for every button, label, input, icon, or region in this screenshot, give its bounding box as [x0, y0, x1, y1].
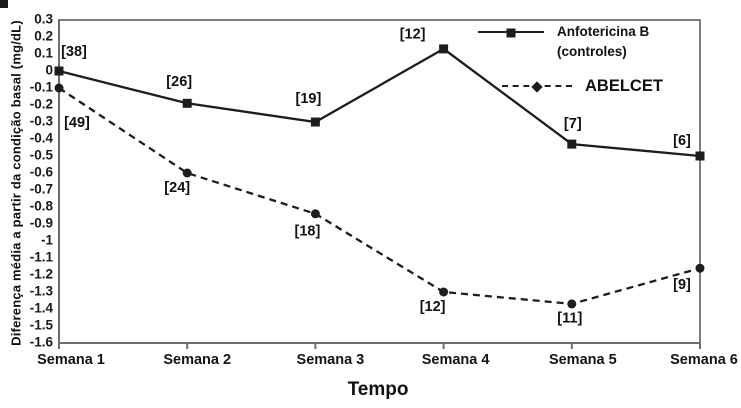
y-tick-label: -0.2 [30, 97, 53, 112]
legend-item-anfotericina: Anfotericina B (controles) [478, 22, 663, 63]
scan-artifact [0, 0, 8, 8]
legend-dashed-line-swatch [502, 81, 572, 93]
square-marker-icon [695, 151, 705, 161]
y-tick-label: -0.7 [30, 182, 53, 197]
legend-item-abelcet: ABELCET [502, 77, 663, 96]
point-count-label: [38] [61, 44, 87, 60]
point-count-label: [49] [64, 115, 90, 131]
series-line [58, 47, 701, 158]
x-tick-label: Semana 1 [37, 352, 105, 368]
legend-label-anfotericina: Anfotericina B (controles) [557, 22, 649, 63]
y-tick-label: 0.3 [34, 12, 53, 27]
circle-marker-icon [567, 299, 577, 309]
point-count-label: [24] [164, 180, 190, 196]
y-tick-label: -0.9 [30, 216, 53, 231]
point-count-label: [12] [420, 299, 446, 315]
point-count-label: [26] [166, 74, 192, 90]
point-count-label: [11] [557, 311, 582, 327]
y-tick-label: -1.2 [30, 267, 53, 282]
y-tick-label: -0.8 [30, 199, 54, 214]
y-tick-label: 0 [45, 63, 53, 78]
series-line [58, 87, 701, 306]
y-tick-labels: 0.3 0.2 0.1 0 -0.1 -0.2 -0.3 -0.4 -0.5 -0.6 -0.7 -0… [30, 12, 54, 350]
series-anfotericina: [38] [26] [19] [12] [7] [6] [54, 27, 705, 161]
point-count-label: [7] [564, 116, 582, 132]
circle-marker-icon [310, 209, 320, 219]
x-axis-title: Tempo [347, 379, 409, 400]
y-tick-label: -1 [41, 233, 53, 248]
y-tick-label: -1.4 [30, 301, 54, 316]
y-tick-label: -1.5 [30, 318, 54, 333]
y-tick-label: -0.1 [30, 80, 54, 95]
y-tick-label: -0.3 [30, 114, 54, 129]
y-tick-label: -0.4 [30, 131, 54, 146]
point-count-label: [9] [673, 277, 691, 293]
square-marker-icon [182, 98, 192, 108]
square-marker-icon [506, 28, 516, 38]
y-tick-label: -0.6 [30, 165, 54, 180]
legend-label-abelcet: ABELCET [585, 76, 663, 95]
circle-marker-icon [182, 168, 192, 178]
x-axis-ticks-labels: Semana 1 Semana 2 Semana 3 Semana 4 Semana 5… [37, 343, 738, 368]
square-marker-icon [567, 139, 577, 149]
x-tick-label: Semana 3 [297, 352, 365, 368]
point-count-label: [12] [400, 27, 426, 43]
square-marker-icon [439, 44, 449, 54]
square-marker-icon [54, 66, 64, 76]
y-tick-label: 0.1 [34, 46, 53, 61]
x-tick-label: Semana 4 [422, 352, 490, 368]
x-tick-label: Semana 6 [670, 352, 738, 368]
diamond-marker-icon [531, 81, 543, 93]
x-tick-label: Semana 5 [549, 352, 617, 368]
circle-marker-icon [695, 263, 705, 273]
square-marker-icon [310, 117, 320, 127]
series-abelcet: [49] [24] [18] [12] [11] [9] [54, 83, 705, 327]
circle-marker-icon [54, 83, 64, 93]
legend-solid-line-swatch [478, 28, 544, 38]
point-count-label: [18] [295, 224, 321, 240]
point-count-label: [6] [673, 133, 691, 149]
x-tick-label: Semana 2 [163, 352, 231, 368]
y-tick-label: -1.1 [30, 250, 54, 265]
y-tick-label: -0.5 [30, 148, 54, 163]
circle-marker-icon [439, 287, 449, 297]
y-axis-title: Diferença média a partir da condição bas… [8, 20, 24, 346]
point-count-label: [19] [296, 91, 322, 107]
legend-label-anfotericina-line2: (controles) [557, 44, 627, 60]
legend: Anfotericina B (controles) ABELCET [478, 22, 663, 96]
y-tick-label: 0.2 [34, 29, 53, 44]
y-tick-label: -1.6 [30, 335, 54, 350]
y-tick-label: -1.3 [30, 284, 54, 299]
legend-label-anfotericina-line1: Anfotericina B [557, 24, 650, 39]
